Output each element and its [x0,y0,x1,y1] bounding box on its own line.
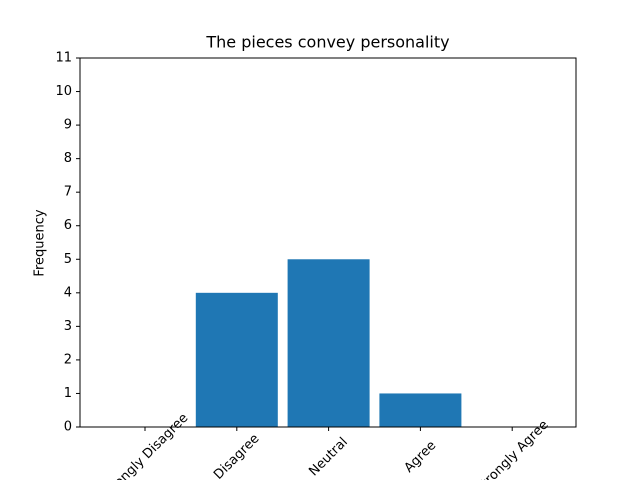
bar [287,259,370,427]
y-tick-label: 5 [64,252,72,267]
chart-title: The pieces convey personality [205,33,449,52]
x-tick-label: Disagree [211,431,262,480]
y-tick-label: 2 [64,352,72,367]
y-tick-label: 11 [55,51,72,66]
bar [379,393,462,427]
y-tick-label: 8 [64,151,72,166]
y-tick-label: 9 [64,118,72,133]
y-tick-label: 0 [64,420,72,435]
x-tick-label: Agree [402,438,440,476]
y-tick-label: 7 [64,185,72,200]
y-tick-label: 6 [64,218,72,233]
plot-frame [79,57,577,428]
y-tick-label: 4 [64,285,72,300]
y-tick-label: 3 [64,319,72,334]
x-tick-label: Neutral [306,435,351,480]
y-tick-label: 1 [64,386,72,401]
x-tick-label: Strongly Disagree [99,411,192,480]
bar [195,292,278,427]
y-axis-label: Frequency [33,209,48,276]
y-tick-label: 10 [55,84,72,99]
